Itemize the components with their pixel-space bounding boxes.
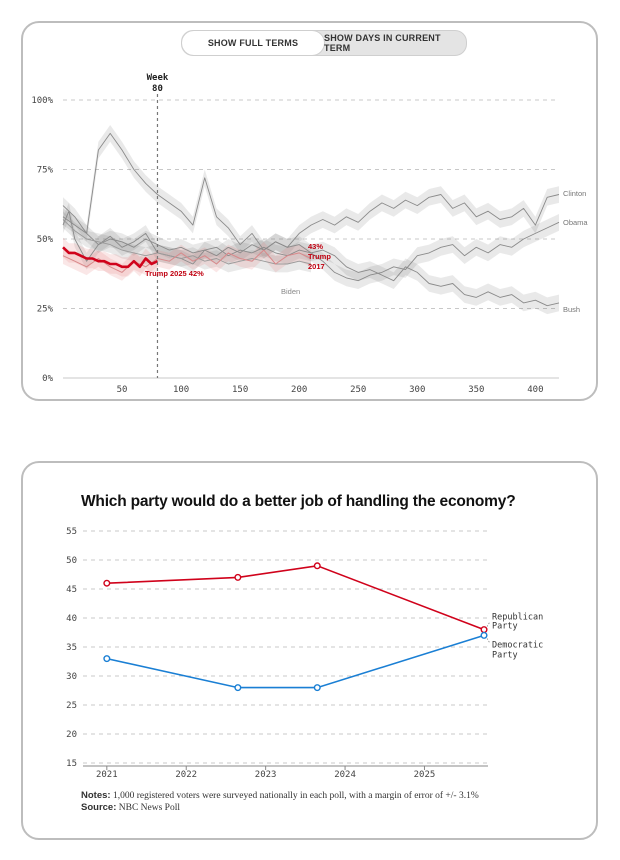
y-tick-label: 35	[66, 643, 77, 653]
series-line	[62, 194, 560, 265]
data-point	[103, 655, 111, 663]
trump-2017-value-label: 43%	[308, 242, 323, 251]
y-tick-label: 15	[66, 759, 77, 769]
chart-notes: Notes: 1,000 registered voters were surv…	[81, 790, 479, 814]
y-tick-label: 75%	[37, 166, 54, 176]
republican-label: Republican	[492, 613, 543, 623]
x-tick-label: 200	[291, 385, 307, 395]
democratic-label-line2: Party	[492, 650, 518, 660]
x-tick-label: 2024	[334, 770, 356, 780]
data-point	[480, 631, 488, 639]
data-point	[234, 684, 242, 692]
clinton-label: Clinton	[563, 189, 586, 198]
series-line	[106, 634, 485, 689]
y-tick-label: 50%	[37, 235, 54, 245]
data-point	[313, 562, 321, 570]
data-point	[313, 684, 321, 692]
series-line	[62, 132, 560, 307]
series-error-band	[63, 211, 311, 273]
trump-2017-label: Trump	[308, 252, 331, 261]
x-tick-label: 400	[527, 385, 543, 395]
trump-2017-year-label: 2017	[308, 262, 325, 271]
x-tick-label: 100	[173, 385, 189, 395]
source-text: NBC News Poll	[118, 803, 180, 813]
y-tick-label: 50	[66, 556, 77, 566]
x-tick-label: 150	[232, 385, 248, 395]
y-tick-label: 25	[66, 701, 77, 711]
week-marker-label: Week	[147, 73, 169, 83]
x-tick-label: 2022	[175, 770, 197, 780]
x-tick-label: 350	[468, 385, 484, 395]
data-point	[234, 573, 242, 581]
label-leader	[486, 621, 491, 627]
series-line	[106, 564, 485, 631]
x-tick-label: 50	[117, 385, 128, 395]
trump-2025-label: Trump 2025 42%	[145, 269, 204, 278]
democratic-label: Democratic	[492, 640, 543, 650]
republican-label-line2: Party	[492, 622, 518, 632]
y-tick-label: 55	[66, 527, 77, 537]
biden-label: Biden	[281, 287, 300, 296]
series-line	[62, 246, 159, 269]
series-error-band	[63, 197, 559, 289]
source-label: Source:	[81, 802, 117, 813]
chart-title: Which party would do a better job of han…	[81, 493, 516, 510]
y-tick-label: 45	[66, 585, 77, 595]
show-full-terms-button[interactable]: SHOW FULL TERMS	[182, 31, 324, 55]
y-tick-label: 0%	[42, 374, 53, 384]
y-tick-label: 100%	[31, 96, 53, 106]
notes-label: Notes:	[81, 790, 111, 801]
series-error-band	[63, 186, 559, 273]
y-tick-label: 30	[66, 672, 77, 682]
approval-chart-card: SHOW FULL TERMS SHOW DAYS IN CURRENT TER…	[21, 21, 598, 401]
x-tick-label: 250	[350, 385, 366, 395]
approval-chart: 0% 25% 50% 75% 100% 50 100 150 200 250 300 350 400 We…	[31, 73, 588, 395]
y-tick-label: 25%	[37, 305, 54, 315]
view-toggle: SHOW FULL TERMS SHOW DAYS IN CURRENT TER…	[181, 30, 467, 56]
data-point	[480, 626, 488, 634]
economy-chart-card: Which party would do a better job of han…	[21, 461, 598, 840]
x-tick-label: 2025	[414, 770, 436, 780]
data-point	[103, 579, 111, 587]
x-tick-label: 2023	[255, 770, 277, 780]
obama-label: Obama	[563, 218, 588, 227]
label-leader	[486, 638, 491, 644]
series-line	[62, 249, 312, 273]
x-tick-label: 300	[409, 385, 425, 395]
bush-label: Bush	[563, 305, 580, 314]
y-tick-label: 40	[66, 614, 77, 624]
show-days-in-current-term-button[interactable]: SHOW DAYS IN CURRENT TERM	[324, 33, 441, 53]
week-marker-value: 80	[152, 84, 163, 94]
notes-text: 1,000 registered voters were surveyed na…	[112, 791, 479, 801]
y-tick-label: 20	[66, 730, 77, 740]
x-tick-label: 2021	[96, 770, 118, 780]
